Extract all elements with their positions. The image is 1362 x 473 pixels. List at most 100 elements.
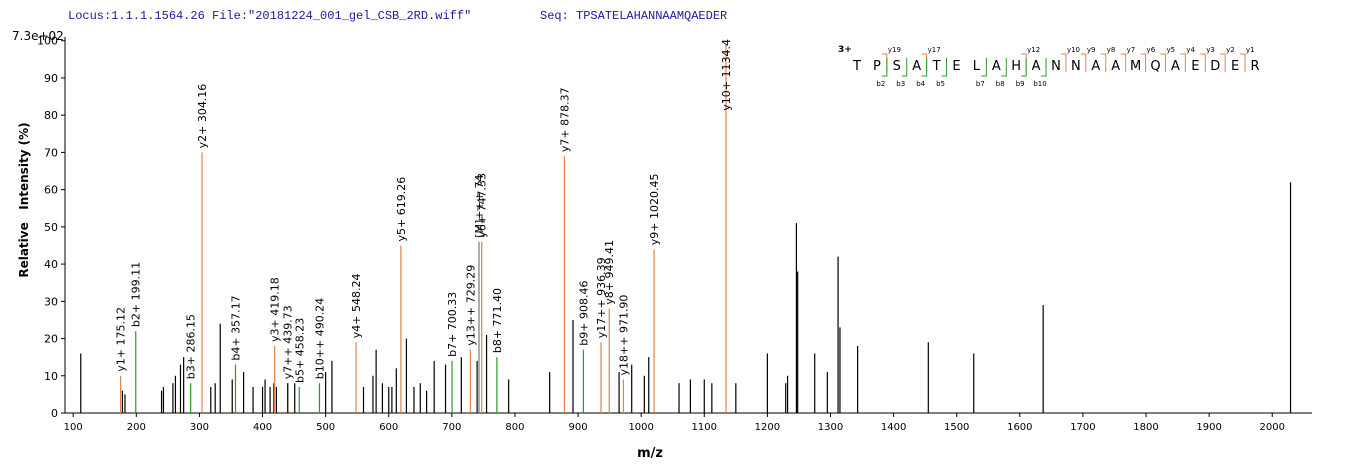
- x-tick-label: 100: [64, 422, 83, 433]
- peak-label: y8+ 949.41: [603, 240, 616, 305]
- b-ion-label: b9: [1016, 80, 1025, 88]
- y-ion-marker: [1060, 53, 1067, 72]
- peak-label: b5+ 458.23: [293, 318, 306, 383]
- residue: A: [1032, 59, 1041, 74]
- y-ion-marker: [1180, 53, 1186, 72]
- y-tick-label: 50: [44, 221, 58, 234]
- y-ion-label: y4: [1186, 46, 1195, 54]
- b-ion-label: b4: [916, 80, 925, 88]
- x-tick-label: 400: [253, 422, 272, 433]
- b-ion-label: b2: [876, 80, 885, 88]
- peak-label: y13++ 729.29: [464, 265, 477, 346]
- peak-label: y2+ 304.16: [196, 84, 209, 149]
- x-tick-label: 1200: [755, 422, 780, 433]
- x-tick-label: 600: [379, 422, 398, 433]
- y-ion-label: y8: [1107, 46, 1116, 54]
- peak-label: y7++ 439.73: [282, 305, 295, 379]
- y-ion-label: y12: [1027, 46, 1040, 54]
- residue: S: [893, 59, 901, 74]
- y-ion-marker: [1240, 53, 1246, 72]
- b-ion-label: b5: [936, 80, 945, 88]
- y-ion-marker: [1200, 53, 1206, 72]
- scale-label: 7.3e+02: [12, 29, 64, 43]
- y-tick-label: 90: [44, 72, 58, 85]
- peak-label: y4+ 548.24: [350, 274, 363, 339]
- residue: M: [1130, 59, 1141, 74]
- b-ion-marker: [901, 58, 908, 77]
- x-tick-label: 2000: [1260, 422, 1285, 433]
- x-tick-label: 1500: [944, 422, 969, 433]
- y-ion-label: y5: [1166, 46, 1175, 54]
- y-tick-label: 20: [44, 333, 58, 346]
- y-tick-label: 10: [44, 370, 58, 383]
- y-ion-marker: [1140, 53, 1147, 72]
- y-ion-marker: [1120, 53, 1127, 72]
- peak-label: b10++ 490.24: [313, 298, 326, 379]
- y-axis-label: Relative Intensity (%): [17, 122, 31, 277]
- residue: R: [1250, 59, 1259, 74]
- x-tick-label: 1900: [1196, 422, 1221, 433]
- peak-label: [M]+++ 74: [473, 175, 486, 238]
- x-tick-label: 700: [442, 422, 461, 433]
- peak-label: b3+ 286.15: [185, 314, 198, 379]
- b-ion-label: b8: [996, 80, 1005, 88]
- y-ion-label: y19: [888, 46, 901, 54]
- y-tick-label: 40: [44, 258, 58, 271]
- residue: N: [1051, 59, 1061, 74]
- x-tick-label: 1000: [628, 422, 653, 433]
- b-ion-label: b7: [976, 80, 985, 88]
- residue: A: [992, 59, 1001, 74]
- y-ion-marker: [881, 53, 888, 72]
- b-ion-marker: [881, 58, 888, 77]
- residue: L: [973, 59, 981, 74]
- charge: 3+: [838, 45, 852, 55]
- x-tick-label: 500: [316, 422, 335, 433]
- peak-label: y18++ 971.90: [617, 295, 630, 376]
- b-ion-marker: [941, 58, 948, 77]
- b-ion-marker: [1001, 58, 1007, 77]
- x-tick-label: 200: [127, 422, 146, 433]
- x-tick-label: 1700: [1070, 422, 1095, 433]
- residue: E: [952, 59, 960, 74]
- residue: A: [1091, 59, 1100, 74]
- residue: Q: [1150, 59, 1160, 74]
- residue: A: [1171, 59, 1180, 74]
- x-tick-label: 900: [569, 422, 588, 433]
- x-axis-label: m/z: [637, 446, 663, 461]
- x-tick-label: 1600: [1007, 422, 1032, 433]
- peak-label: y3+ 419.18: [269, 277, 282, 342]
- y-ion-marker: [1160, 53, 1166, 72]
- y-ion-label: y2: [1226, 46, 1235, 54]
- b-ion-marker: [1041, 58, 1047, 77]
- peak-label: y7+ 878.37: [558, 87, 571, 152]
- y-ion-label: y9: [1087, 46, 1096, 54]
- y-ion-label: y1: [1246, 46, 1255, 54]
- b-ion-marker: [1021, 58, 1027, 77]
- x-tick-label: 1100: [692, 422, 717, 433]
- peak-label: b8+ 771.40: [491, 288, 504, 353]
- y-ion-label: y6: [1147, 46, 1156, 54]
- y-tick-label: 100: [37, 35, 58, 48]
- x-tick-label: 1300: [818, 422, 843, 433]
- b-ion-label: b3: [896, 80, 905, 88]
- y-ion-marker: [1021, 53, 1027, 72]
- y-tick-label: 70: [44, 146, 58, 159]
- y-ion-label: y7: [1127, 46, 1136, 54]
- residue: H: [1011, 59, 1021, 74]
- b-ion-marker: [921, 58, 928, 77]
- y-ion-marker: [1080, 53, 1087, 72]
- residue: P: [873, 59, 881, 74]
- sequence-header: Seq: TPSATELAHANNAAMQAEDER: [540, 9, 727, 23]
- x-tick-label: 300: [190, 422, 209, 433]
- x-tick-label: 1400: [881, 422, 906, 433]
- y-ion-marker: [921, 53, 928, 72]
- y-tick-label: 30: [44, 295, 58, 308]
- peak-label: b4+ 357.17: [229, 295, 242, 360]
- peak-label: y1+ 175.12: [115, 307, 128, 372]
- peak-label: b7+ 700.33: [446, 292, 459, 357]
- y-ion-marker: [1100, 53, 1107, 72]
- x-tick-label: 800: [505, 422, 524, 433]
- peak-label: y5+ 619.26: [395, 177, 408, 242]
- y-ion-label: y3: [1206, 46, 1215, 54]
